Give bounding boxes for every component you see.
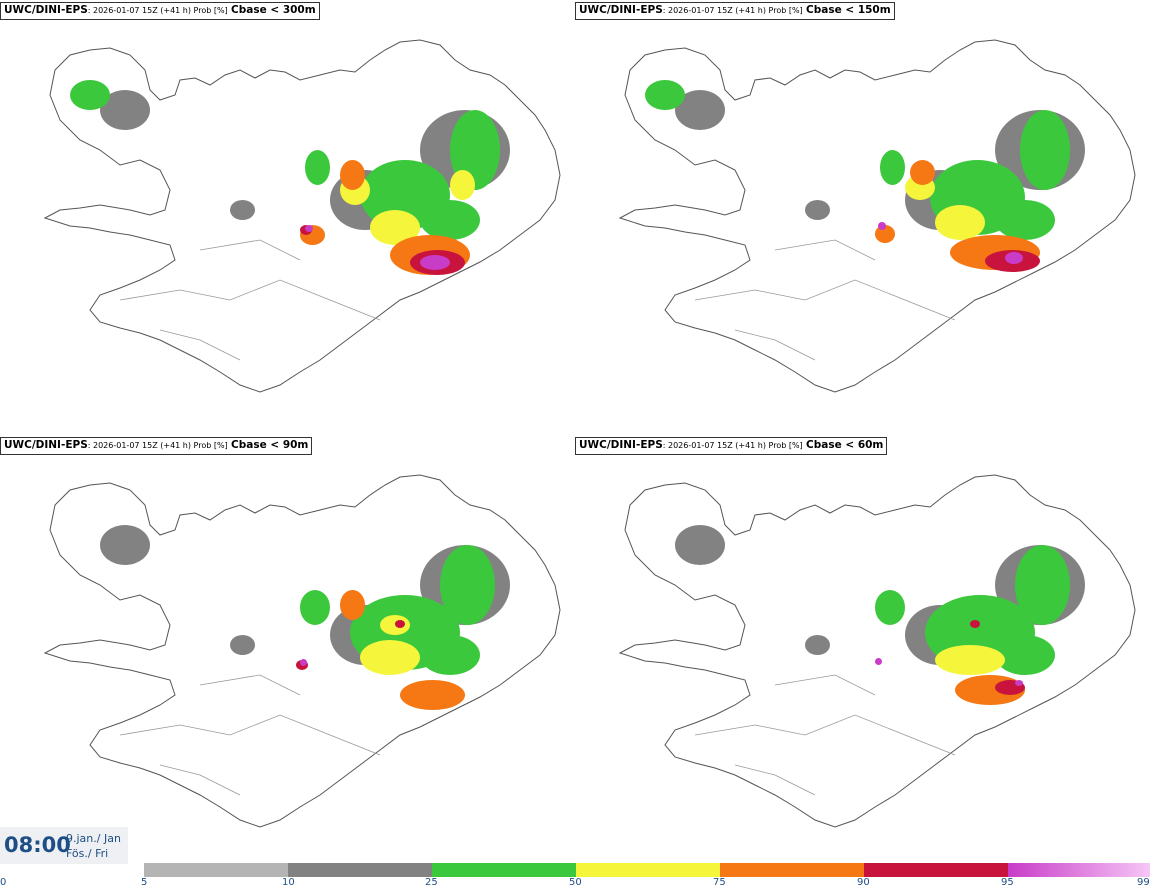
road-network bbox=[119, 239, 381, 361]
probability-area-grey bbox=[100, 525, 150, 565]
colorbar-tick: 10 bbox=[282, 877, 295, 888]
probability-area-grey bbox=[230, 200, 255, 220]
road-network bbox=[694, 239, 956, 361]
colorbar-bin bbox=[720, 863, 864, 877]
panel-title: UWC/DINI-EPS: 2026-01-07 15Z (+41 h) Pro… bbox=[575, 2, 895, 20]
colorbar-tick: 25 bbox=[425, 877, 438, 888]
colorbar-tick: 95 bbox=[1001, 877, 1014, 888]
colorbar-bin bbox=[288, 863, 432, 877]
probability-area-green bbox=[880, 150, 905, 185]
colorbar-bin bbox=[432, 863, 576, 877]
probability-area-orange bbox=[340, 160, 365, 190]
probability-area-magenta bbox=[420, 255, 450, 270]
probability-area-green bbox=[1020, 110, 1070, 190]
valid-time-box bbox=[0, 827, 128, 864]
probability-area-yellow bbox=[450, 170, 475, 200]
probability-area-magenta bbox=[878, 222, 886, 230]
probability-area-green bbox=[875, 590, 905, 625]
probability-area-orange bbox=[910, 160, 935, 185]
valid-time: 08:00 bbox=[4, 833, 71, 857]
probability-area-orange bbox=[340, 590, 365, 620]
colorbar-tick: 75 bbox=[713, 877, 726, 888]
probability-area-orange bbox=[875, 225, 895, 243]
probability-area-yellow bbox=[370, 210, 420, 245]
iceland-map bbox=[43, 474, 561, 828]
panel-title: UWC/DINI-EPS: 2026-01-07 15Z (+41 h) Pro… bbox=[0, 437, 313, 455]
probability-area-green bbox=[420, 635, 480, 675]
probability-area-green bbox=[1015, 545, 1070, 625]
colorbar-bin bbox=[1008, 863, 1150, 877]
probability-area-red bbox=[970, 620, 980, 628]
probability-area-green bbox=[995, 200, 1055, 240]
panel-title: UWC/DINI-EPS: 2026-01-07 15Z (+41 h) Pro… bbox=[0, 2, 320, 20]
probability-area-grey bbox=[230, 635, 255, 655]
probability-area-magenta bbox=[875, 658, 882, 665]
probability-area-green bbox=[70, 80, 110, 110]
colorbar-bin bbox=[144, 863, 288, 877]
road-network bbox=[119, 674, 381, 796]
map-panel-300m: UWC/DINI-EPS: 2026-01-07 15Z (+41 h) Pro… bbox=[0, 0, 575, 435]
colorbar-tick: 5 bbox=[141, 877, 148, 888]
probability-area-grey bbox=[675, 525, 725, 565]
probability-area-red bbox=[395, 620, 405, 628]
probability-area-magenta bbox=[1005, 252, 1023, 264]
probability-area-magenta bbox=[300, 659, 307, 666]
map-panel-150m: UWC/DINI-EPS: 2026-01-07 15Z (+41 h) Pro… bbox=[575, 0, 1150, 435]
probability-area-grey bbox=[805, 635, 830, 655]
colorbar-tick: 90 bbox=[857, 877, 870, 888]
colorbar-tick: 0 bbox=[0, 877, 7, 888]
map-panel-60m: UWC/DINI-EPS: 2026-01-07 15Z (+41 h) Pro… bbox=[575, 435, 1150, 870]
iceland-map bbox=[618, 474, 1136, 828]
probability-area-magenta bbox=[305, 225, 313, 232]
probability-area-orange bbox=[400, 680, 465, 710]
map-panel-90m: UWC/DINI-EPS: 2026-01-07 15Z (+41 h) Pro… bbox=[0, 435, 575, 870]
probability-area-green bbox=[305, 150, 330, 185]
probability-area-yellow bbox=[380, 615, 410, 635]
road-network bbox=[694, 674, 956, 796]
colorbar-bin bbox=[864, 863, 1008, 877]
probability-area-yellow bbox=[935, 645, 1005, 675]
iceland-map bbox=[43, 39, 561, 393]
colorbar-tick: 50 bbox=[569, 877, 582, 888]
colorbar-tick: 99 bbox=[1137, 877, 1150, 888]
valid-date-line1: 9.jan./ Jan bbox=[66, 832, 121, 845]
iceland-map bbox=[618, 39, 1136, 393]
probability-area-green bbox=[440, 545, 495, 625]
panel-title: UWC/DINI-EPS: 2026-01-07 15Z (+41 h) Pro… bbox=[575, 437, 888, 455]
colorbar bbox=[144, 863, 1150, 877]
probability-area-grey bbox=[675, 90, 725, 130]
valid-date-line2: Fös./ Fri bbox=[66, 847, 109, 860]
probability-area-green bbox=[300, 590, 330, 625]
probability-area-yellow bbox=[360, 640, 420, 675]
probability-area-green bbox=[645, 80, 685, 110]
probability-area-yellow bbox=[935, 205, 985, 240]
probability-area-grey bbox=[805, 200, 830, 220]
probability-area-green bbox=[995, 635, 1055, 675]
probability-area-grey bbox=[100, 90, 150, 130]
valid-date: 9.jan./ Jan Fös./ Fri bbox=[66, 831, 121, 861]
probability-area-green bbox=[420, 200, 480, 240]
probability-area-magenta bbox=[1015, 680, 1023, 686]
colorbar-bin bbox=[576, 863, 720, 877]
